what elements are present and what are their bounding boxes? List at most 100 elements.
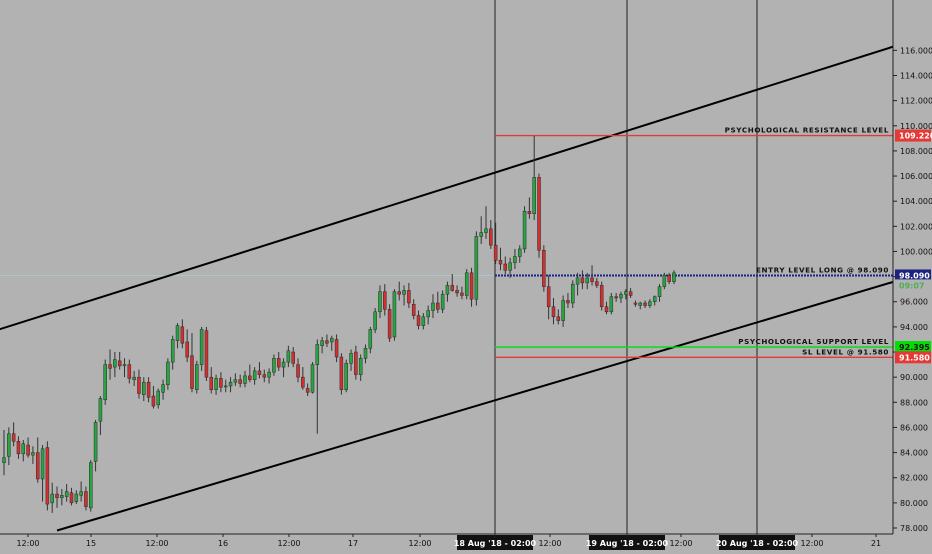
candle[interactable] <box>667 272 671 285</box>
candle[interactable] <box>214 374 218 395</box>
candle[interactable] <box>2 429 6 476</box>
candle[interactable] <box>609 292 614 315</box>
candle[interactable] <box>315 339 320 434</box>
candle[interactable] <box>383 284 387 316</box>
candle[interactable] <box>484 206 488 239</box>
candle[interactable] <box>233 373 238 386</box>
candle[interactable] <box>272 354 276 376</box>
candle[interactable] <box>11 422 16 447</box>
candle[interactable] <box>431 294 435 319</box>
candle[interactable] <box>156 388 160 409</box>
candle[interactable] <box>508 257 512 278</box>
candle[interactable] <box>440 290 445 314</box>
candle[interactable] <box>633 300 638 307</box>
candle[interactable] <box>638 301 642 310</box>
candle[interactable] <box>624 289 628 300</box>
candle[interactable] <box>387 304 392 342</box>
candle[interactable] <box>93 419 98 472</box>
candle[interactable] <box>267 368 271 384</box>
candle[interactable] <box>575 272 580 296</box>
candle[interactable] <box>590 265 594 286</box>
candle[interactable] <box>643 300 647 309</box>
candle[interactable] <box>397 281 401 301</box>
candle[interactable] <box>262 369 267 383</box>
candle[interactable] <box>166 358 170 390</box>
candle[interactable] <box>513 248 517 270</box>
candle[interactable] <box>161 379 165 400</box>
candle[interactable] <box>296 358 300 383</box>
candle[interactable] <box>122 358 127 378</box>
candle[interactable] <box>580 270 585 290</box>
candle[interactable] <box>219 372 223 393</box>
candle[interactable] <box>301 367 305 390</box>
candle[interactable] <box>252 367 257 385</box>
candle[interactable] <box>469 267 474 307</box>
candle[interactable] <box>175 323 180 349</box>
candle[interactable] <box>325 334 329 347</box>
candle[interactable] <box>599 281 604 311</box>
candle[interactable] <box>503 256 508 275</box>
channel-upper-line[interactable] <box>0 43 905 331</box>
candle[interactable] <box>204 326 209 381</box>
candle[interactable] <box>16 436 21 459</box>
candle[interactable] <box>146 377 151 403</box>
candle[interactable] <box>436 291 440 314</box>
candle[interactable] <box>286 345 291 368</box>
candle[interactable] <box>358 354 363 381</box>
candle[interactable] <box>672 270 676 285</box>
candle[interactable] <box>199 326 204 371</box>
candle[interactable] <box>238 374 242 388</box>
candle[interactable] <box>45 441 50 511</box>
candle[interactable] <box>55 486 59 508</box>
candle[interactable] <box>657 284 662 302</box>
candle[interactable] <box>248 364 252 383</box>
candle[interactable] <box>416 310 421 330</box>
candle[interactable] <box>281 358 286 378</box>
candle[interactable] <box>426 305 430 325</box>
candle[interactable] <box>363 344 368 364</box>
candle[interactable] <box>455 285 459 297</box>
candle[interactable] <box>537 173 541 258</box>
candle[interactable] <box>652 295 657 306</box>
candle[interactable] <box>21 440 26 462</box>
candle[interactable] <box>474 231 479 306</box>
candle[interactable] <box>411 299 416 320</box>
candle[interactable] <box>648 299 652 309</box>
candle[interactable] <box>527 197 532 219</box>
candle[interactable] <box>407 282 411 309</box>
candle[interactable] <box>180 319 185 349</box>
candle[interactable] <box>619 291 623 303</box>
candle[interactable] <box>103 359 107 405</box>
candle[interactable] <box>50 482 54 513</box>
candle[interactable] <box>522 206 527 253</box>
candle[interactable] <box>493 222 498 265</box>
candle[interactable] <box>151 385 156 409</box>
candle[interactable] <box>464 269 469 300</box>
candle[interactable] <box>89 460 93 512</box>
candle[interactable] <box>190 333 194 393</box>
candle[interactable] <box>561 295 565 327</box>
candle[interactable] <box>170 335 175 370</box>
candle[interactable] <box>373 308 377 334</box>
candle[interactable] <box>98 396 103 435</box>
candle[interactable] <box>604 301 609 315</box>
candle[interactable] <box>64 484 69 502</box>
candle[interactable] <box>74 490 79 505</box>
candle[interactable] <box>276 352 281 371</box>
candle[interactable] <box>79 481 83 502</box>
candle[interactable] <box>498 247 503 271</box>
plot-area[interactable] <box>0 0 932 534</box>
candle[interactable] <box>556 309 561 325</box>
candle[interactable] <box>31 446 35 464</box>
candle[interactable] <box>84 486 88 511</box>
candle[interactable] <box>330 335 334 351</box>
candle[interactable] <box>320 336 324 354</box>
candle[interactable] <box>195 360 199 394</box>
candle[interactable] <box>185 329 189 363</box>
candle[interactable] <box>628 287 633 298</box>
candle[interactable] <box>113 352 117 378</box>
candle[interactable] <box>334 334 339 363</box>
candle[interactable] <box>132 370 136 386</box>
candle[interactable] <box>117 352 122 370</box>
